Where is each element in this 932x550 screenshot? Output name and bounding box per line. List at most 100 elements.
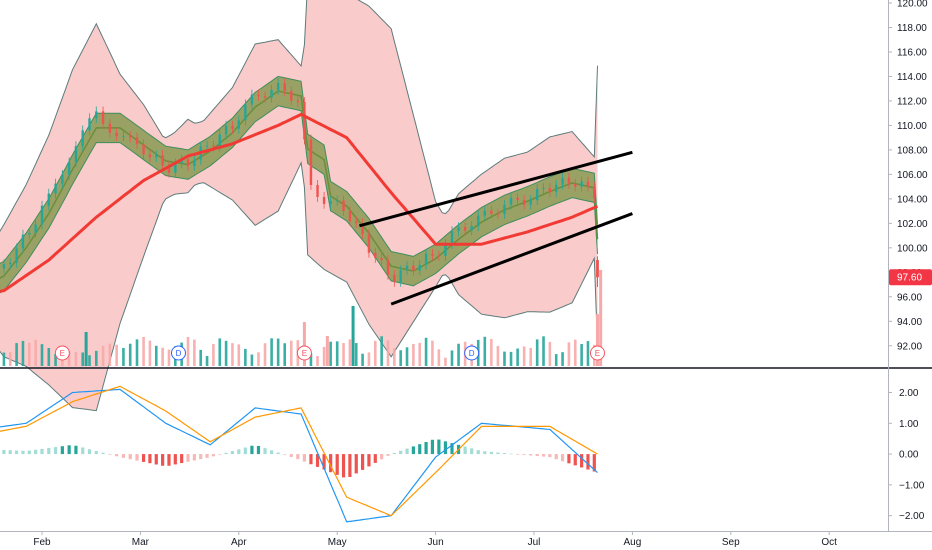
macd-histogram-bar xyxy=(193,454,196,460)
candle-body xyxy=(219,134,221,146)
volume-bar xyxy=(316,356,319,366)
macd-histogram-bar xyxy=(9,450,12,454)
volume-bar xyxy=(457,344,460,366)
price-axis[interactable]: 92.0094.0096.0098.00100.00102.00104.0010… xyxy=(888,0,928,352)
candle-body xyxy=(438,256,440,257)
macd-histogram-bar xyxy=(54,447,57,454)
volume-bar xyxy=(444,358,447,366)
candle-body xyxy=(161,155,163,166)
time-tick-label: Oct xyxy=(821,537,837,548)
volume-bar xyxy=(257,352,260,366)
volume-bar xyxy=(380,336,383,366)
time-tick-label: Sep xyxy=(722,537,740,548)
price-tick-label: 112.00 xyxy=(897,96,927,107)
volume-bar xyxy=(34,340,37,366)
candle-body xyxy=(431,254,433,256)
volume-bar xyxy=(568,342,571,366)
candle-body xyxy=(419,265,421,271)
volume-bar xyxy=(95,351,98,366)
candle-body xyxy=(61,175,63,184)
volume-bar xyxy=(438,349,441,366)
macd-histogram-bar xyxy=(263,448,266,454)
candle-body xyxy=(48,194,50,206)
candle-body xyxy=(9,263,11,264)
candle-body xyxy=(457,227,459,231)
volume-bar xyxy=(523,346,526,366)
volume-bar xyxy=(47,348,50,366)
price-tick-label: 92.00 xyxy=(897,341,922,352)
volume-bar xyxy=(187,337,190,366)
macd-histogram-bar xyxy=(348,454,351,477)
macd-histogram-bar xyxy=(199,454,202,459)
candle-body xyxy=(251,95,253,105)
volume-bar xyxy=(9,352,12,366)
candle-body xyxy=(129,136,131,137)
macd-axis[interactable]: −2.00 −1.00 0.00 1.00 2.00 xyxy=(888,388,925,522)
volume-bar xyxy=(406,347,409,366)
earnings-marker[interactable]: E xyxy=(55,346,69,360)
candle-body xyxy=(88,118,90,130)
macd-histogram-bar xyxy=(115,454,118,456)
candle-body xyxy=(425,254,427,265)
earnings-marker[interactable]: E xyxy=(297,346,311,360)
macd-histogram-bar xyxy=(490,452,493,454)
macd-histogram-bar xyxy=(303,454,306,461)
candle-body xyxy=(122,136,124,137)
macd-histogram-bar xyxy=(180,454,183,463)
dividend-marker[interactable]: D xyxy=(465,346,479,360)
earnings-marker[interactable]: E xyxy=(590,346,604,360)
last-price-badge: 97.60 xyxy=(889,269,932,285)
macd-histogram-bar xyxy=(437,440,440,455)
volume-bar xyxy=(264,343,267,366)
time-tick-label: Jul xyxy=(528,537,541,548)
candle-body xyxy=(355,221,357,223)
last-price-label: 97.60 xyxy=(897,273,922,284)
candle-body xyxy=(54,184,56,194)
macd-histogram-bar xyxy=(142,454,145,462)
candle-body xyxy=(3,264,5,268)
candle-body xyxy=(206,146,208,147)
volume-bar xyxy=(336,341,339,366)
candle-body xyxy=(568,178,570,184)
volume-bar xyxy=(451,350,454,366)
candle-body xyxy=(115,133,117,137)
candle-body xyxy=(329,201,331,204)
volume-bar xyxy=(142,337,145,366)
candle-body xyxy=(580,182,582,187)
macd-histogram-bar xyxy=(523,454,526,455)
macd-histogram-bar xyxy=(129,454,132,459)
candle-body xyxy=(574,184,576,187)
volume-bar xyxy=(536,339,539,366)
candle-body xyxy=(464,227,466,230)
macd-histogram-bar xyxy=(561,454,564,461)
macd-histogram-bar xyxy=(444,441,447,454)
macd-histogram-bar xyxy=(270,450,273,454)
candle-body xyxy=(336,200,338,201)
macd-histogram-bar xyxy=(28,451,31,455)
candle-body xyxy=(470,226,472,230)
macd-histogram-bar xyxy=(342,454,345,477)
volume-bar xyxy=(329,342,332,366)
time-axis[interactable]: Feb Mar Apr May Jun Jul Aug Sep Oct xyxy=(33,531,837,548)
macd-histogram-bar xyxy=(296,454,299,459)
candle-body xyxy=(41,206,43,225)
volume-bar xyxy=(290,341,293,366)
macd-histogram-bar xyxy=(174,454,177,464)
macd-histogram-bar xyxy=(574,454,577,465)
dividend-marker[interactable]: D xyxy=(171,346,185,360)
candle-body xyxy=(277,83,279,90)
macd-tick-label: 0.00 xyxy=(899,450,919,461)
macd-histogram-bar xyxy=(399,451,402,454)
candle-body xyxy=(510,198,512,205)
volume-bar xyxy=(81,352,84,366)
volume-bar xyxy=(323,347,326,366)
marker-label: E xyxy=(60,349,65,358)
candle-body xyxy=(374,253,376,258)
price-tick-label: 104.00 xyxy=(897,194,928,205)
candle-body xyxy=(310,140,312,185)
macd-histogram-bar xyxy=(61,446,64,454)
candle-body xyxy=(155,155,157,157)
volume-bar xyxy=(326,336,329,366)
volume-bar xyxy=(431,341,434,366)
